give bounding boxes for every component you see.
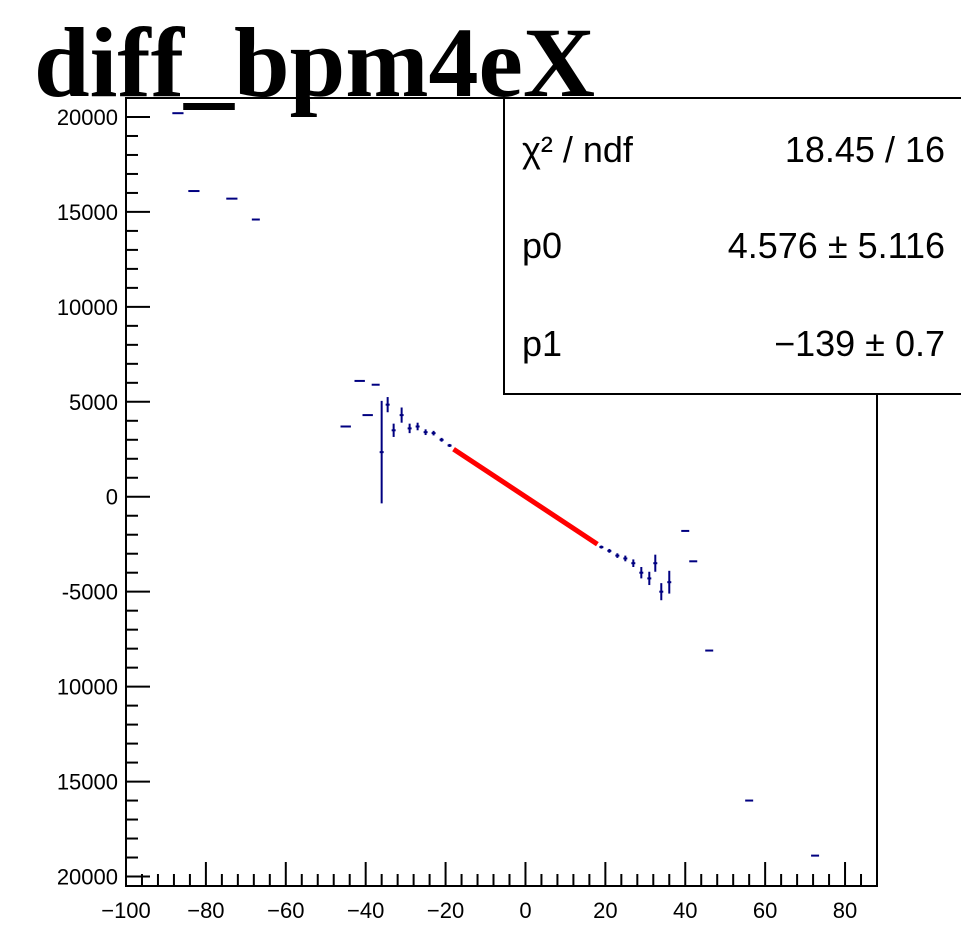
y-tick-label: 20000 <box>57 105 118 130</box>
stats-value: 18.45 / 16 <box>785 129 945 170</box>
y-tick-label: 10000 <box>57 295 118 320</box>
data-point <box>653 554 658 572</box>
data-point <box>423 429 428 436</box>
x-axis: −100 −80 −60 −40 −20 0 20 40 60 80 <box>101 862 878 923</box>
data-point <box>667 570 672 594</box>
x-tick-label: −20 <box>427 898 464 923</box>
x-tick-label: 0 <box>519 898 531 923</box>
data-point <box>391 423 396 437</box>
x-tick-label: −40 <box>347 898 384 923</box>
data-point <box>615 553 620 558</box>
stats-box-frame <box>503 97 961 395</box>
data-point <box>631 559 636 568</box>
stats-label: χ² / ndf <box>522 129 634 170</box>
data-point <box>659 583 664 601</box>
stats-label: p1 <box>522 323 562 364</box>
x-tick-label: −100 <box>101 898 151 923</box>
data-point <box>639 567 644 579</box>
data-point <box>431 430 436 436</box>
data-point <box>447 443 452 447</box>
data-point <box>385 397 390 413</box>
x-tick-label: 60 <box>753 898 777 923</box>
data-point <box>379 400 384 504</box>
data-point <box>623 555 628 562</box>
x-tick-label: 20 <box>593 898 617 923</box>
y-axis: 20000 15000 10000 5000 0 -5000 10000 15000 20000 <box>57 105 150 890</box>
fit-line <box>452 447 599 547</box>
y-tick-label: 15000 <box>57 770 118 795</box>
stats-value: 4.576 ± 5.116 <box>728 225 945 266</box>
plot-frame <box>125 97 878 887</box>
x-tick-label: 80 <box>833 898 857 923</box>
x-tick-label: 40 <box>673 898 697 923</box>
data-point <box>607 548 612 553</box>
chart-title: diff_bpm4eX <box>34 7 595 118</box>
y-tick-label: 10000 <box>57 675 118 700</box>
data-point <box>647 571 652 586</box>
y-tick-label: 0 <box>106 485 118 510</box>
y-tick-label: 20000 <box>57 865 118 890</box>
x-tick-label: −80 <box>187 898 224 923</box>
stats-label: p0 <box>522 225 562 266</box>
fit-line-layer <box>452 447 599 547</box>
data-point <box>407 423 412 434</box>
y-tick-label: -5000 <box>62 580 118 605</box>
data-point <box>599 545 604 549</box>
x-tick-label: −60 <box>267 898 304 923</box>
y-tick-label: 5000 <box>69 390 118 415</box>
y-tick-label: 15000 <box>57 200 118 225</box>
data-point <box>439 437 444 442</box>
stats-box: χ² / ndf 18.45 / 16 p0 4.576 ± 5.116 p1 −139 … <box>503 97 961 395</box>
data-point <box>415 422 420 431</box>
data-point <box>399 407 404 423</box>
stats-value: −139 ± 0.7 <box>774 323 945 364</box>
